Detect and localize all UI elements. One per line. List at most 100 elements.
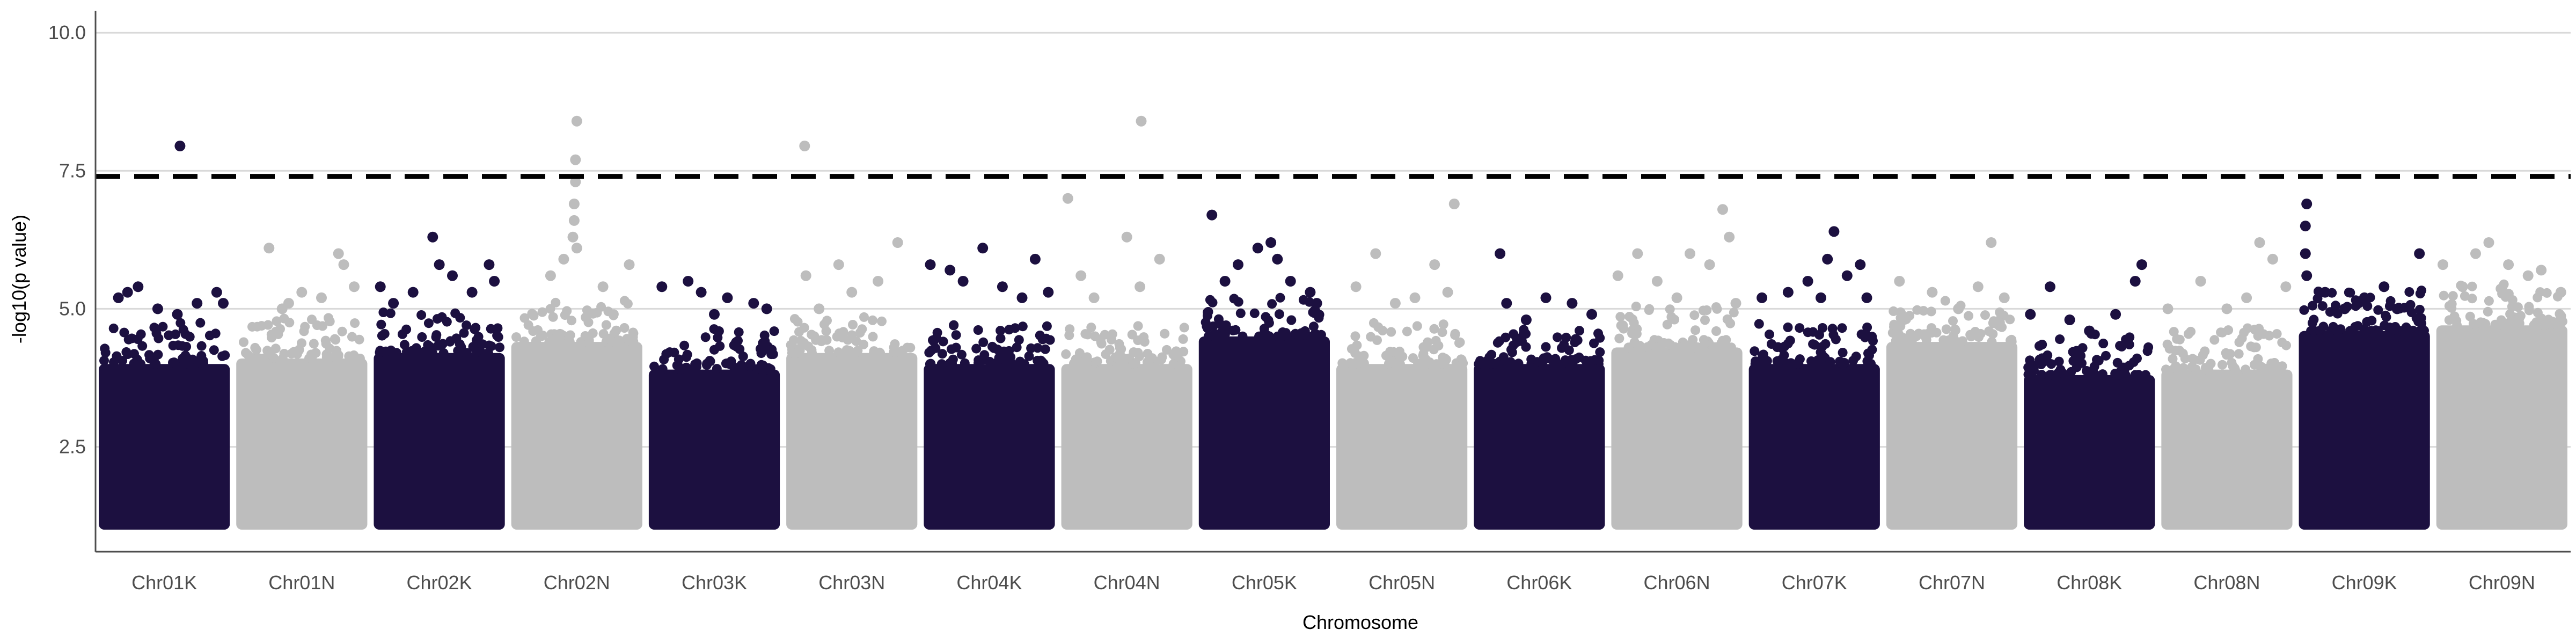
data-point (2351, 295, 2361, 305)
peak-point (571, 243, 582, 254)
peak-point (192, 298, 203, 309)
data-point (1987, 337, 1997, 347)
data-point (1217, 320, 1227, 331)
data-point (905, 342, 916, 353)
data-point (1838, 348, 1848, 357)
peak-point (1305, 287, 1316, 298)
dense-points-block (1198, 336, 1330, 530)
data-point (924, 348, 934, 357)
peak-point (814, 303, 825, 314)
peak-point (484, 259, 495, 270)
data-point (996, 333, 1006, 343)
data-point (601, 320, 611, 330)
chromosome-Chr05N (1336, 199, 1468, 530)
data-point (305, 353, 316, 363)
data-point (158, 321, 168, 332)
data-point (2467, 281, 2477, 291)
data-point (258, 353, 268, 363)
data-point (2120, 370, 2131, 380)
chromosome-Chr01K (99, 141, 230, 530)
data-point (209, 345, 219, 355)
data-point (1395, 359, 1405, 369)
peak-point (1088, 292, 1100, 303)
data-point (1179, 323, 1189, 333)
data-point (1866, 358, 1876, 369)
data-point (1507, 347, 1517, 357)
peak-point (2301, 199, 2312, 209)
data-point (1940, 296, 1950, 306)
data-point (119, 327, 129, 338)
data-point (1825, 357, 1835, 367)
data-point (2529, 320, 2539, 330)
data-point (757, 364, 767, 375)
data-point (1202, 323, 1212, 333)
data-point (136, 329, 146, 339)
data-point (2367, 316, 2377, 326)
data-point (486, 324, 496, 334)
data-point (2483, 306, 2493, 317)
data-point (2325, 307, 2335, 317)
data-point (1921, 335, 1931, 345)
peak-point (1252, 243, 1263, 254)
data-point (2169, 327, 2179, 337)
data-point (2201, 364, 2212, 375)
data-point (726, 356, 736, 367)
x-tick-label: Chr06K (1506, 572, 1572, 594)
peak-point (2483, 237, 2494, 248)
peak-point (1828, 226, 1840, 237)
peak-point (2045, 281, 2055, 292)
peak-point (2391, 303, 2403, 314)
data-point (2373, 305, 2383, 315)
x-tick-label: Chr03K (682, 572, 747, 594)
data-point (1754, 319, 1764, 329)
data-point (121, 347, 131, 357)
chromosome-Chr02N (511, 115, 642, 530)
data-point (354, 334, 364, 345)
peak-point (218, 298, 229, 309)
peak-point (800, 270, 811, 281)
dense-points-block (236, 358, 368, 530)
data-point (2237, 333, 2247, 343)
peak-point (2195, 276, 2206, 287)
data-point (565, 330, 575, 340)
peak-point (925, 259, 936, 270)
data-point (1868, 336, 1878, 346)
data-point (978, 337, 989, 347)
data-point (1300, 330, 1310, 340)
data-point (511, 332, 521, 342)
peak-point (558, 253, 569, 265)
data-point (100, 343, 110, 354)
x-tick-label: Chr09K (2332, 572, 2397, 594)
data-point (178, 325, 188, 335)
peak-point (846, 287, 858, 298)
peak-point (407, 287, 419, 298)
data-point (1905, 328, 1915, 339)
data-point (948, 354, 958, 364)
data-point (171, 329, 180, 339)
data-point (1089, 357, 1099, 368)
peak-point (388, 298, 399, 309)
data-point (410, 348, 420, 358)
data-point (960, 358, 970, 368)
data-point (196, 341, 207, 351)
data-point (755, 344, 765, 354)
data-point (1793, 359, 1803, 369)
peak-point (1121, 231, 1132, 243)
data-point (1526, 354, 1536, 364)
data-point (149, 323, 159, 333)
data-point (580, 331, 590, 341)
peak-point (2129, 276, 2141, 287)
peak-point (1219, 276, 1231, 287)
peak-point (122, 287, 133, 298)
data-point (971, 343, 982, 354)
chromosome-Chr03K (648, 276, 780, 530)
data-point (495, 342, 504, 353)
data-point (1750, 346, 1760, 356)
data-point (2256, 362, 2266, 372)
data-point (1521, 342, 1531, 352)
data-point (2452, 320, 2462, 330)
data-point (731, 342, 742, 352)
peak-point (761, 303, 772, 314)
peak-point (1311, 298, 1322, 309)
peak-point (1671, 292, 1682, 303)
